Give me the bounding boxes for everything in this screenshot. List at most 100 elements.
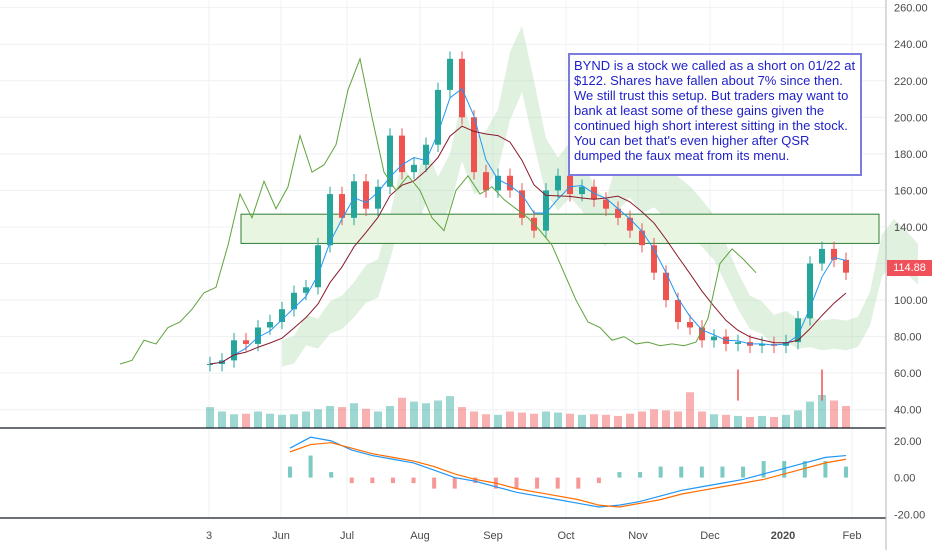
macd-histogram-bar [452,477,457,489]
macd-histogram-bar [555,477,560,489]
macd-histogram-bar [370,477,375,484]
candle-body [279,309,285,322]
volume-bar [722,414,730,428]
volume-bar [410,401,418,428]
conversion-line [209,87,847,365]
y-tick-label: 100.00 [894,295,928,307]
macd-histogram-bar [617,472,622,478]
volume-bar [662,410,670,428]
candle-body [795,318,801,343]
candle-body [495,175,501,191]
volume-bar [362,408,370,428]
volume-bar [698,411,706,428]
candle-body [339,194,345,218]
volume-bar [338,407,346,428]
candle-body [231,340,237,361]
volume-bar [842,406,850,428]
volume-bar [782,414,790,428]
base-line [209,125,847,365]
volume-bar [458,407,466,428]
macd-histogram-bar [638,472,643,478]
volume-bar [446,396,454,428]
volume-bar [818,395,826,428]
candle-body [687,322,693,328]
volume-bar [758,415,766,428]
volume-bar [386,406,394,428]
volume-bar [770,417,778,428]
candle-body [483,172,489,191]
volume-bar [230,414,238,428]
x-tick-label: Sep [483,530,503,542]
macd-histogram-bar [432,477,437,489]
volume-bar [674,411,682,428]
x-tick-label: Feb [843,530,862,542]
macd-line [289,436,847,508]
candle-body [243,340,249,344]
y-tick-label: 180.00 [894,149,928,161]
volume-bar [422,403,430,428]
candle-body [639,230,645,246]
macd-histogram-bar [761,461,766,478]
macd-histogram-bar [308,455,313,478]
volume-bar [650,409,658,428]
candle-body [567,175,573,195]
candle-body [831,248,837,260]
volume-bar [326,406,334,428]
volume-bar [302,411,310,428]
macd-histogram-bar [576,477,581,489]
candle-body [267,322,273,328]
volume-bars [206,392,850,428]
candle-body [303,287,309,293]
volume-bar [830,400,838,428]
candle-body [291,292,297,310]
candle-body [711,336,717,341]
volume-bar [530,413,538,428]
candle-body [519,190,525,218]
volume-bar [506,411,514,428]
volume-bar [614,415,622,428]
lagging-span [119,57,757,365]
volume-bar [290,414,298,428]
macd-histogram-bar [782,461,787,478]
macd-histogram-bar [535,477,540,489]
macd-histogram-bar [741,466,746,478]
volume-bar [470,411,478,428]
y-tick-label: 240.00 [894,39,928,51]
volume-bar [314,409,322,428]
volume-bar [578,414,586,428]
volume-bar [350,403,358,428]
candle-body [471,117,477,173]
volume-bar [254,411,262,428]
macd-histogram-bar [411,477,416,484]
x-tick-label: Jun [272,530,290,542]
macd-tick-label: -20.00 [894,509,925,521]
candle-body [507,175,513,191]
macd-histogram-bar [844,466,848,478]
volume-bar [638,411,646,428]
x-tick-label: 2020 [771,530,795,542]
candle-body [435,89,441,145]
x-tick-label: 3 [206,530,212,542]
macd-histogram-bar [699,466,704,478]
macd-histogram-bar [390,477,395,484]
x-tick-label: Aug [410,530,430,542]
candle-body [555,175,561,191]
candle-body [615,208,621,218]
candle-body [759,343,765,346]
annotation-text: BYND is a stock we called as a short on … [574,58,856,163]
macd-tick-label: 20.00 [894,436,922,448]
volume-bar [482,414,490,428]
y-tick-label: 80.00 [894,332,922,344]
volume-bar [542,411,550,428]
volume-bar [626,413,634,428]
volume-bar [554,412,562,428]
candle-body [255,327,261,344]
volume-bar [686,392,694,428]
annotation-box: BYND is a stock we called as a short on … [568,53,862,176]
macd-histogram-bar [802,461,807,478]
volume-bar [566,413,574,428]
signal-line [289,442,847,508]
volume-bar [398,397,406,428]
volume-bar [494,414,502,428]
candle-body [387,135,393,187]
